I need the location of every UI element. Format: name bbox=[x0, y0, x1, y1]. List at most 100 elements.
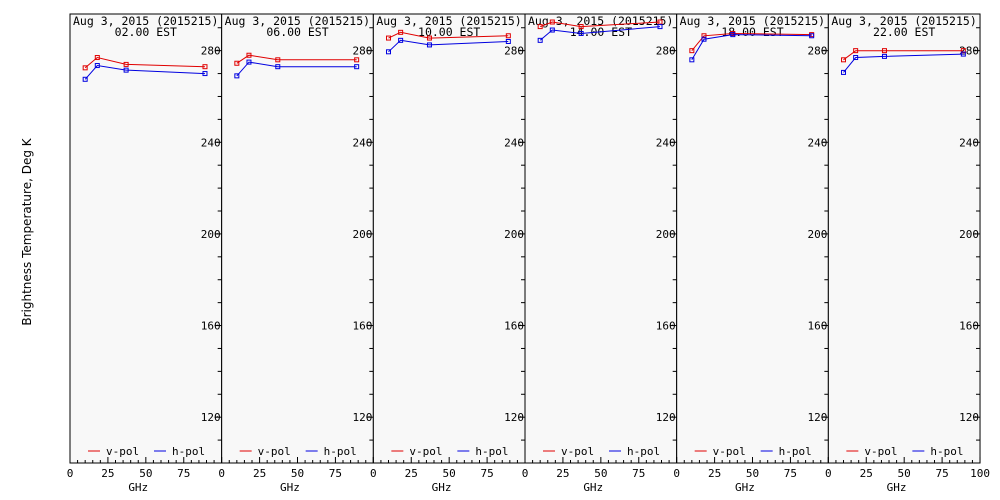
data-point-h-pol bbox=[657, 24, 663, 30]
data-point-v-pol bbox=[549, 19, 555, 25]
x-tick-label: 50 bbox=[746, 467, 759, 480]
series-line-v-pol bbox=[540, 21, 661, 28]
data-point-h-pol bbox=[234, 73, 240, 79]
data-point-h-pol bbox=[689, 57, 695, 63]
panel-time-title: 02.00 EST bbox=[115, 25, 177, 39]
y-tick-label: 280 bbox=[656, 45, 676, 58]
y-tick-label: 200 bbox=[504, 228, 524, 241]
panel-time-title: 22.00 EST bbox=[873, 25, 935, 39]
series-line-v-pol bbox=[84, 56, 206, 69]
data-point-v-pol bbox=[386, 35, 392, 41]
x-axis-label: GHz bbox=[280, 481, 300, 494]
y-axis-label: Brightness Temperature, Deg K bbox=[20, 137, 34, 325]
series-line-v-pol bbox=[236, 54, 357, 64]
x-tick-label: 25 bbox=[860, 467, 873, 480]
panel-date-title: Aug 3, 2015 (2015215) bbox=[680, 14, 825, 28]
data-point-h-pol bbox=[82, 76, 88, 82]
data-point-v-pol bbox=[202, 64, 208, 70]
data-point-v-pol bbox=[578, 24, 584, 30]
x-tick-label: 0 bbox=[67, 467, 74, 480]
x-tick-label: 75 bbox=[177, 467, 190, 480]
legend-label-v-pol: v-pol bbox=[561, 445, 594, 458]
x-axis-label: GHz bbox=[735, 481, 755, 494]
y-tick-label: 120 bbox=[504, 411, 524, 424]
y-tick-label: 160 bbox=[352, 320, 372, 333]
panel-date-title: Aug 3, 2015 (2015215) bbox=[831, 14, 976, 28]
x-tick-label: 0 bbox=[825, 467, 832, 480]
y-tick-label: 280 bbox=[352, 45, 372, 58]
data-point-v-pol bbox=[689, 48, 695, 54]
data-point-h-pol bbox=[809, 33, 815, 39]
y-tick-label: 280 bbox=[807, 45, 827, 58]
data-point-v-pol bbox=[881, 48, 887, 54]
panel-date-title: Aug 3, 2015 (2015215) bbox=[73, 14, 218, 28]
data-point-v-pol bbox=[94, 55, 100, 61]
data-point-v-pol bbox=[82, 65, 88, 71]
series-line-v-pol bbox=[388, 31, 509, 39]
x-tick-label: 25 bbox=[101, 467, 114, 480]
panels-group: 120 160 200 240 280 0 25 50 75 GHz Aug 3, 2015 (20… bbox=[67, 13, 990, 494]
panel-frame bbox=[69, 13, 223, 464]
data-point-v-pol bbox=[354, 57, 360, 63]
data-point-h-pol bbox=[202, 71, 208, 77]
y-tick-label: 200 bbox=[807, 228, 827, 241]
data-point-h-pol bbox=[537, 37, 543, 43]
x-tick-label: 50 bbox=[594, 467, 607, 480]
y-tick-label: 160 bbox=[807, 320, 827, 333]
y-tick-label: 200 bbox=[959, 228, 979, 241]
y-tick-label: 120 bbox=[959, 411, 979, 424]
y-tick-label: 160 bbox=[201, 320, 221, 333]
panel-frame bbox=[827, 13, 981, 464]
legend-label-v-pol: v-pol bbox=[864, 445, 897, 458]
series-line-h-pol bbox=[539, 26, 661, 41]
series-line-h-pol bbox=[236, 61, 357, 77]
panel-6: 120 160 200 240 280 0 25 50 75 100 GHz Aug 3, 2015 … bbox=[825, 13, 990, 494]
x-tick-label: 75 bbox=[329, 467, 342, 480]
x-tick-label: 0 bbox=[218, 467, 225, 480]
data-point-h-pol bbox=[730, 32, 736, 38]
data-point-v-pol bbox=[853, 48, 859, 54]
data-point-h-pol bbox=[398, 37, 404, 43]
data-point-h-pol bbox=[853, 55, 859, 61]
legend-label-h-pol: h-pol bbox=[930, 445, 963, 458]
y-tick-label: 160 bbox=[959, 320, 979, 333]
data-point-v-pol bbox=[657, 19, 663, 25]
x-axis-label: GHz bbox=[887, 481, 907, 494]
data-point-h-pol bbox=[505, 38, 511, 44]
data-point-v-pol bbox=[841, 57, 847, 63]
panel-time-title: 10.00 EST bbox=[418, 25, 480, 39]
series-line-h-pol bbox=[84, 64, 206, 80]
y-tick-label: 200 bbox=[656, 228, 676, 241]
x-axis-label: GHz bbox=[128, 481, 148, 494]
data-point-h-pol bbox=[881, 53, 887, 59]
legend-label-v-pol: v-pol bbox=[258, 445, 291, 458]
y-tick-label: 120 bbox=[807, 411, 827, 424]
y-tick-label: 160 bbox=[504, 320, 524, 333]
y-tick-label: 120 bbox=[201, 411, 221, 424]
y-tick-label: 120 bbox=[656, 411, 676, 424]
panel-frame bbox=[676, 13, 829, 464]
data-point-h-pol bbox=[701, 36, 707, 42]
y-tick-label: 240 bbox=[504, 136, 524, 149]
data-point-h-pol bbox=[94, 63, 100, 69]
x-tick-label: 25 bbox=[708, 467, 721, 480]
legend-label-h-pol: h-pol bbox=[627, 445, 660, 458]
x-tick-label: 50 bbox=[291, 467, 304, 480]
x-tick-label: 75 bbox=[784, 467, 797, 480]
x-tick-label: 0 bbox=[522, 467, 529, 480]
y-tick-label: 200 bbox=[352, 228, 372, 241]
y-tick-label: 200 bbox=[201, 228, 221, 241]
x-tick-label: 0 bbox=[370, 467, 377, 480]
panel-4: 120 160 200 240 280 0 25 50 75 GHz Aug 3, 2015 (20… bbox=[522, 13, 678, 494]
panel-1: 120 160 200 240 280 0 25 50 75 GHz Aug 3, 2015 (20… bbox=[67, 13, 223, 494]
x-tick-label: 75 bbox=[632, 467, 645, 480]
data-point-h-pol bbox=[549, 27, 555, 33]
x-axis-label: GHz bbox=[432, 481, 452, 494]
y-tick-label: 240 bbox=[807, 136, 827, 149]
data-point-v-pol bbox=[426, 35, 432, 41]
x-tick-label: 50 bbox=[139, 467, 152, 480]
data-point-v-pol bbox=[123, 61, 129, 67]
data-point-v-pol bbox=[701, 33, 707, 39]
y-tick-label: 240 bbox=[352, 136, 372, 149]
